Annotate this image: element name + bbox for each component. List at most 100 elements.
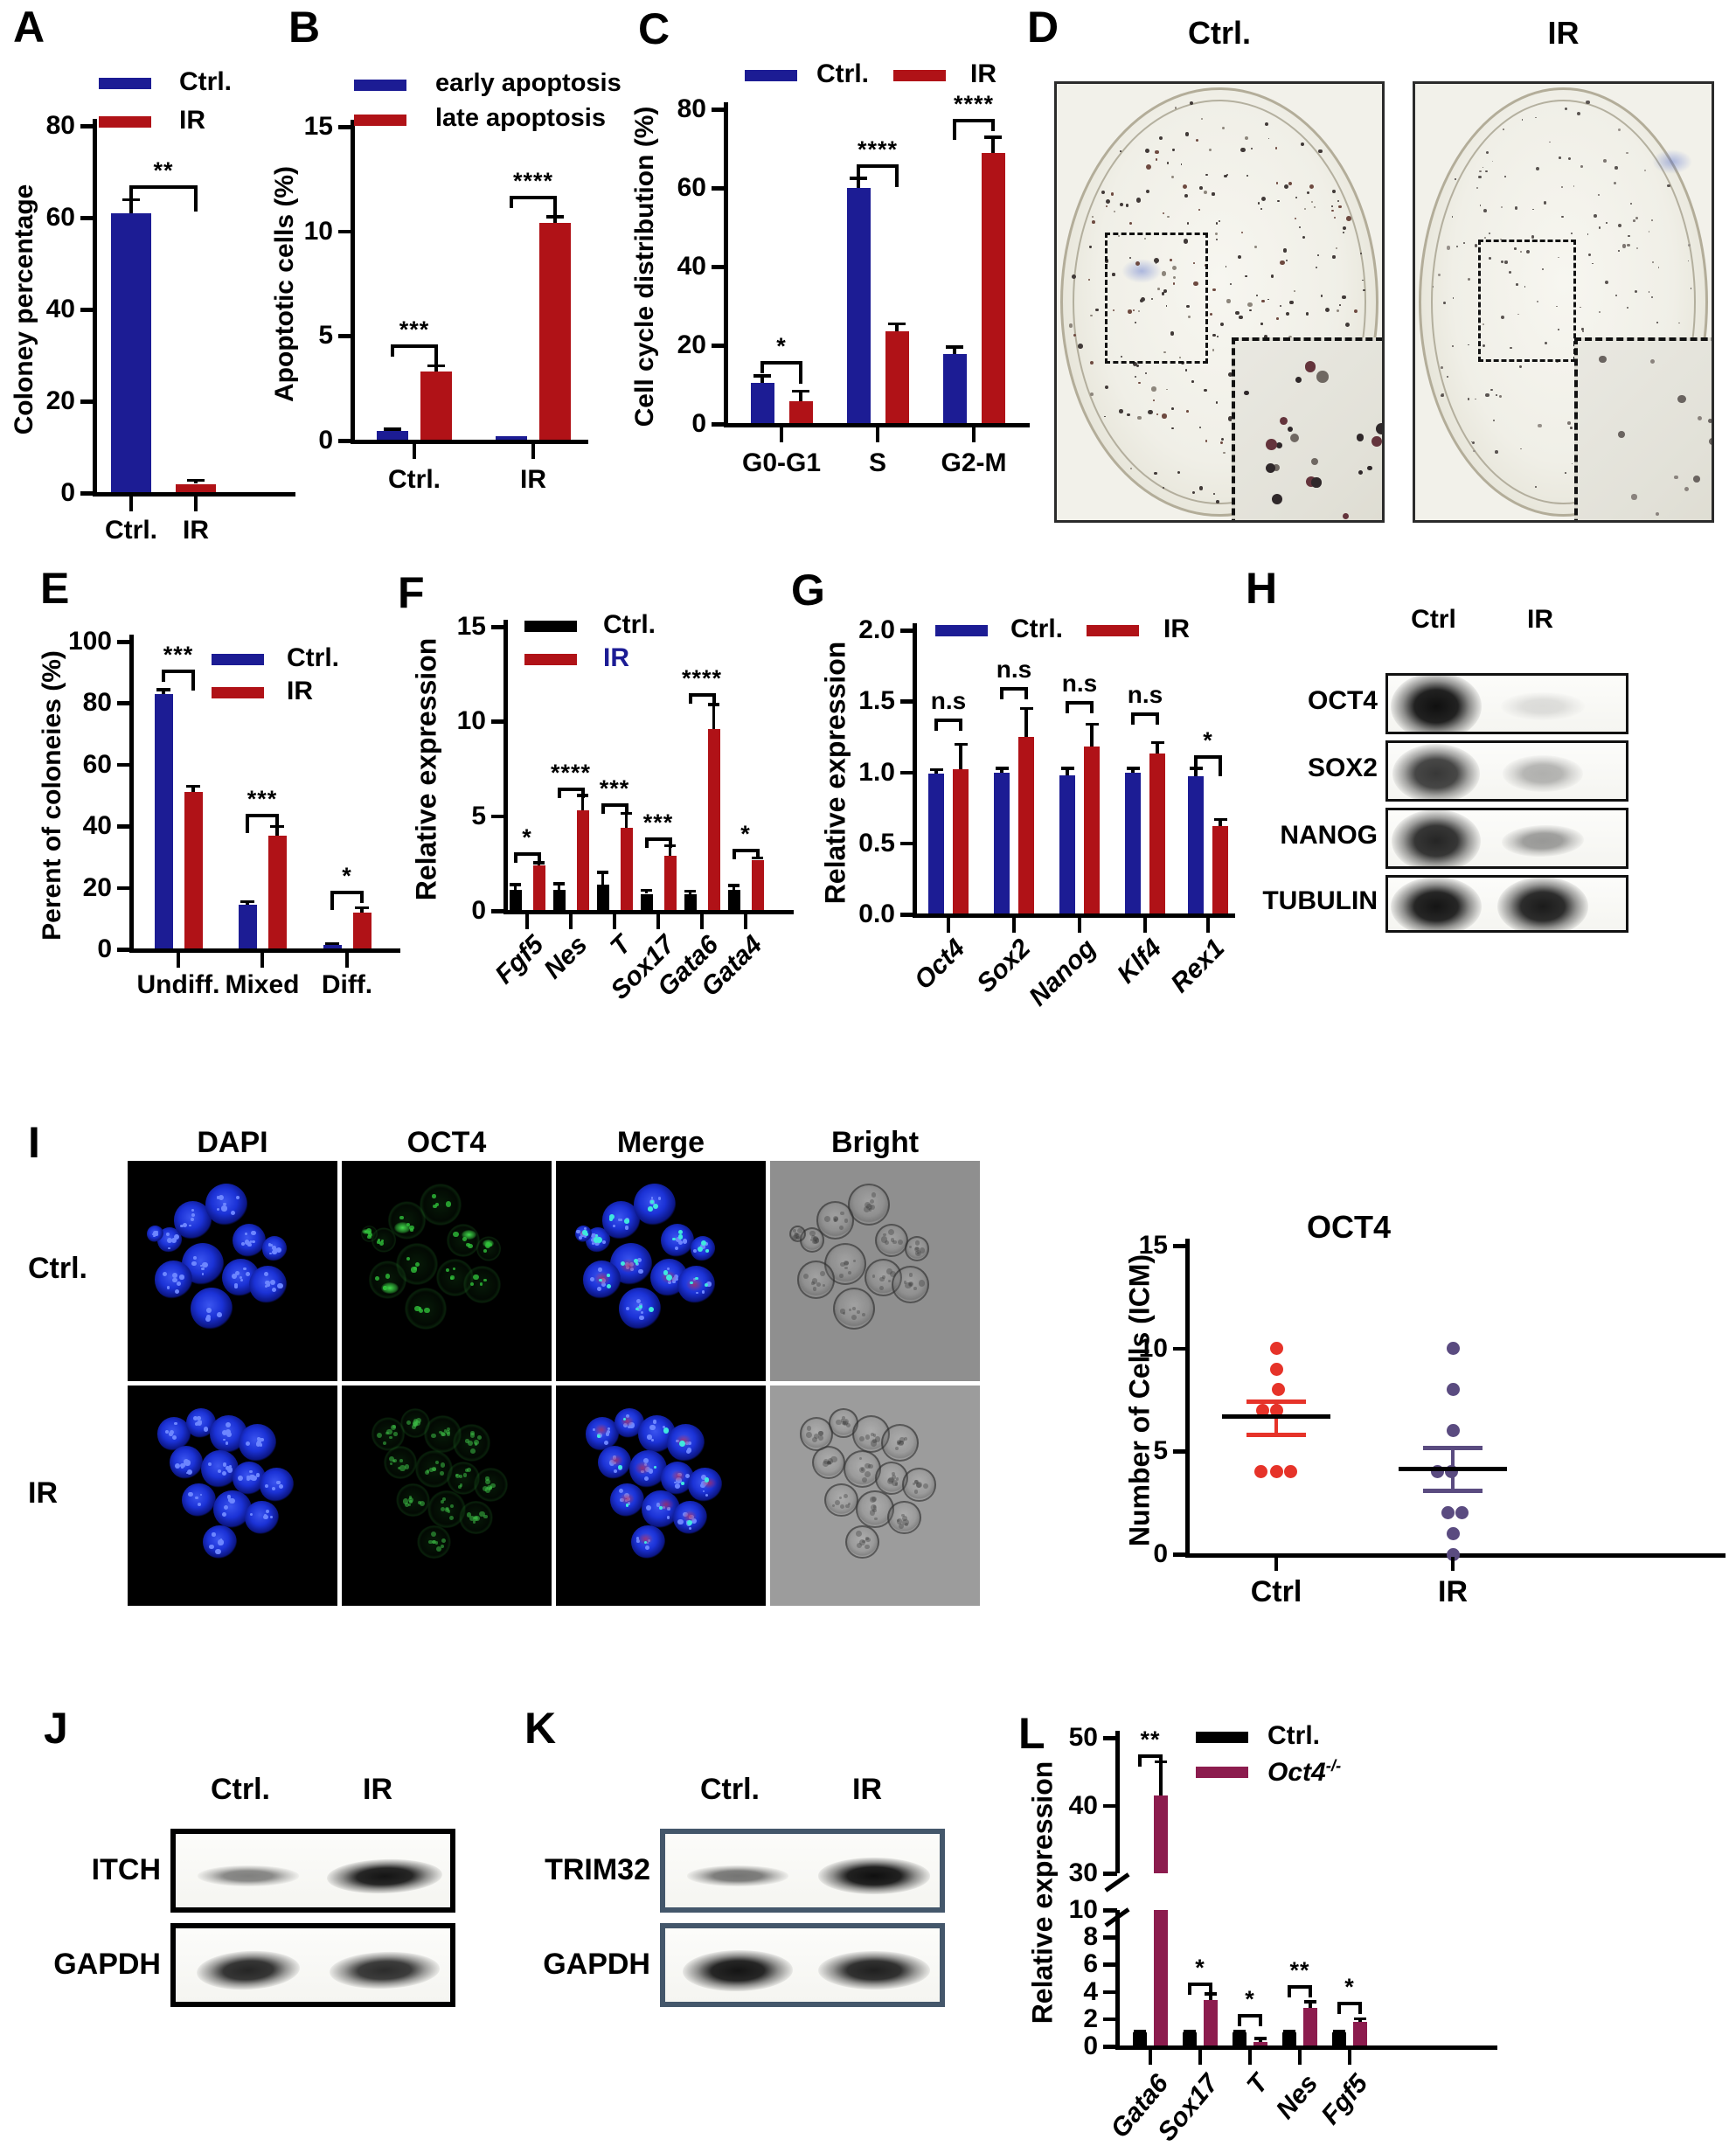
colony-dot: [1565, 472, 1566, 474]
colony-dot: [1209, 313, 1212, 316]
colony-dot: [1140, 296, 1146, 302]
legend-swatch: [935, 625, 988, 636]
column-header: Merge: [616, 1126, 705, 1159]
brightfield-texture: [870, 1432, 875, 1437]
colony-dot: [1288, 182, 1292, 186]
error-bar: [1219, 819, 1222, 827]
nucleus-speckle: [251, 1230, 256, 1236]
y-tick: [1103, 1908, 1117, 1913]
blot-box: [1385, 808, 1628, 869]
significance-bracket: [1131, 712, 1159, 717]
colony-dot: [1172, 149, 1175, 151]
nucleus-speckle: [255, 1473, 260, 1477]
nucleus-speckle: [662, 1425, 665, 1429]
oct4-speckle: [379, 1240, 384, 1246]
colony-dot: [1286, 312, 1290, 316]
brightfield-texture: [868, 1463, 873, 1469]
significance-bracket-arm: [553, 195, 557, 219]
cyan-speckle: [677, 1234, 684, 1240]
y-tick-label: 60: [677, 173, 706, 202]
cyan-speckle: [649, 1306, 655, 1313]
y-tick: [1103, 2017, 1117, 2022]
panel-c-label: C: [638, 4, 670, 53]
colony-dot: [1483, 344, 1486, 348]
colony-dot: [1579, 306, 1581, 309]
y-tick-label: 1.0: [858, 757, 895, 787]
error-bar: [601, 872, 605, 885]
bar: [596, 884, 609, 911]
colony-dot: [1316, 266, 1318, 268]
brightfield-texture: [844, 1261, 849, 1266]
brightfield-texture: [870, 1199, 875, 1205]
oct4-speckle: [406, 1420, 412, 1426]
significance-label: ***: [247, 786, 278, 813]
brightfield-texture: [844, 1266, 848, 1270]
oct4-red-signal: [634, 1462, 651, 1476]
nucleus-speckle: [602, 1240, 607, 1245]
colony-dot: [1603, 159, 1608, 163]
data-point: [1255, 1403, 1269, 1417]
colony-dot: [1521, 119, 1524, 121]
data-point: [1269, 1362, 1283, 1376]
brightfield-texture: [870, 1496, 877, 1503]
bar: [1018, 736, 1034, 914]
error-bar-cap: [995, 767, 1009, 770]
nucleus-speckle: [194, 1422, 199, 1427]
significance-bracket-arm: [194, 185, 198, 212]
oct4-speckle: [483, 1514, 488, 1519]
cyan-speckle: [705, 1477, 710, 1483]
nucleus-speckle: [162, 1271, 168, 1277]
brightfield-texture: [883, 1233, 886, 1236]
x-category-label: Undiff.: [136, 970, 220, 999]
nucleus-speckle: [225, 1441, 228, 1445]
nucleus-speckle: [597, 1287, 602, 1292]
colony-dot: [1621, 244, 1627, 248]
oct4-speckle: [472, 1519, 476, 1524]
nucleus-speckle: [604, 1441, 609, 1446]
nucleus-speckle: [594, 1240, 601, 1247]
nucleus-speckle: [174, 1462, 180, 1469]
y-tick: [117, 948, 131, 952]
x-tick: [971, 427, 976, 442]
y-tick-label: 15: [303, 112, 333, 141]
significance-bracket: [510, 195, 557, 199]
protein-label: TUBULIN: [1262, 886, 1378, 915]
colony-dot: [1475, 398, 1476, 400]
nucleus-speckle: [216, 1196, 219, 1199]
oct4-speckle: [452, 1267, 456, 1271]
y-tick-label: 80: [82, 688, 112, 718]
y-axis-title: Apoptotic cells (%): [270, 165, 299, 402]
colony-dot: [1156, 158, 1158, 161]
significance-bracket-arm: [513, 851, 517, 863]
colony-dot: [1136, 415, 1142, 420]
cyan-speckle: [666, 1274, 673, 1281]
brightfield-texture: [827, 1461, 831, 1466]
x-category-label: G2-M: [941, 448, 1007, 477]
inset-colony-dot: [1708, 437, 1712, 446]
colony-dot: [1104, 415, 1107, 418]
error-bar-cap: [1254, 2037, 1267, 2040]
x-axis: [503, 910, 794, 914]
chart-a: Coloney percentage 0 20 40 60 80 Ctrl. IR ** Ctrl…: [7, 10, 309, 570]
colony-dot: [1204, 388, 1207, 392]
nucleus-speckle: [279, 1484, 283, 1490]
colony-dot: [1495, 450, 1499, 454]
protein-band: [1392, 744, 1480, 799]
brightfield-texture: [833, 1216, 839, 1222]
brightfield-texture: [894, 1447, 899, 1451]
colony-dot: [1219, 441, 1223, 444]
brightfield-texture: [816, 1282, 821, 1287]
bar: [267, 835, 287, 949]
inset-colony-dot: [1376, 422, 1382, 434]
nucleus-speckle: [171, 1237, 177, 1244]
colony-dot: [1216, 500, 1219, 504]
colony-dot: [1483, 323, 1484, 325]
bar: [377, 431, 408, 441]
oct4-bright-patch: [381, 1282, 399, 1295]
inset-colony-dot: [1295, 376, 1302, 383]
dish-inner-rim: [1073, 100, 1366, 504]
nucleus-speckle: [702, 1490, 705, 1493]
y-tick-label: 30: [1068, 1858, 1098, 1887]
dish-label: Ctrl.: [1188, 15, 1251, 51]
brightfield-texture: [827, 1458, 834, 1464]
